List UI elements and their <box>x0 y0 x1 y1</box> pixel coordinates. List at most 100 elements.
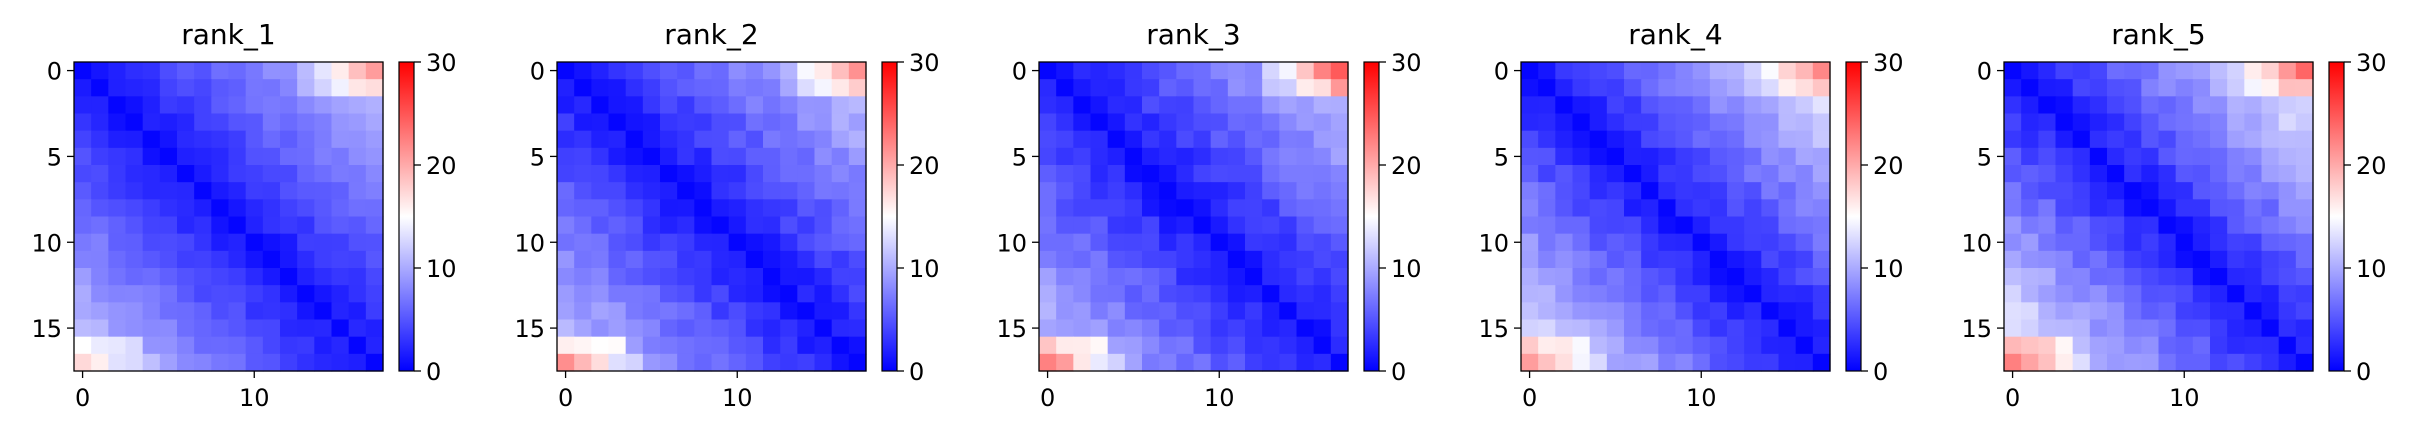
heatmap-cell <box>1073 113 1092 132</box>
heatmap-cell <box>1124 130 1143 149</box>
heatmap-cell <box>1538 233 1556 252</box>
heatmap-cell <box>1176 147 1195 166</box>
heatmap-cell <box>848 233 867 252</box>
heatmap-cell <box>2004 302 2022 321</box>
heatmap-cell <box>2175 199 2194 218</box>
heatmap-cell <box>694 130 713 149</box>
heatmap-cell <box>1313 113 1332 132</box>
heatmap-cell <box>1056 79 1074 97</box>
heatmap-cell <box>1692 113 1711 132</box>
heatmap-cell <box>2072 147 2091 166</box>
heatmap-cell <box>763 216 781 235</box>
colorbar-tick-label: 30 <box>2356 49 2387 77</box>
heatmap-cell <box>314 268 333 286</box>
x-tick-label: 10 <box>1686 384 1717 412</box>
heatmap-cell <box>2210 62 2228 80</box>
heatmap-cell <box>211 130 230 149</box>
heatmap-cell <box>211 336 230 355</box>
heatmap-cell <box>831 233 850 252</box>
heatmap-cell <box>2107 130 2125 149</box>
heatmap-cell <box>608 79 627 97</box>
heatmap-cell <box>1572 319 1591 338</box>
heatmap-cell <box>1761 182 1780 200</box>
heatmap-cell <box>1227 268 1246 286</box>
heatmap-cell <box>1778 165 1797 183</box>
heatmap-cell <box>1778 302 1797 321</box>
heatmap-cell <box>211 353 230 372</box>
heatmap-cell <box>1330 79 1349 97</box>
heatmap-cell <box>245 319 264 338</box>
colorbar-tick-label: 20 <box>1873 152 1904 180</box>
heatmap-cell <box>1056 268 1074 286</box>
heatmap-cell <box>1812 285 1831 303</box>
heatmap-cell <box>1107 96 1126 115</box>
heatmap-cell <box>125 268 144 286</box>
heatmap-cell <box>1227 250 1246 269</box>
heatmap-cell <box>245 79 264 97</box>
heatmap-cell <box>2072 199 2091 218</box>
heatmap-cell <box>2192 96 2211 115</box>
heatmap-cell <box>2227 147 2245 166</box>
heatmap-cell <box>2175 79 2194 97</box>
heatmap-cell <box>108 216 127 235</box>
heatmap-cell <box>2055 113 2074 132</box>
heatmap-cell <box>1624 96 1642 115</box>
heatmap-cell <box>745 302 764 321</box>
heatmap-cell <box>591 285 610 303</box>
heatmap-cell <box>1658 216 1677 235</box>
heatmap-cell <box>2244 233 2263 252</box>
heatmap-cell <box>1692 216 1711 235</box>
heatmap-cell <box>2072 319 2091 338</box>
heatmap-cell <box>1744 62 1762 80</box>
heatmap-cell <box>1210 302 1229 321</box>
heatmap-cell <box>797 147 816 166</box>
heatmap-cell <box>1538 130 1556 149</box>
heatmap-cell <box>1227 62 1246 80</box>
heatmap-cell <box>2089 113 2108 132</box>
heatmap-cell <box>2141 165 2160 183</box>
colorbar-tick-label: 0 <box>1873 358 1888 386</box>
heatmap-cell <box>314 182 333 200</box>
heatmap-cell <box>2089 165 2108 183</box>
heatmap-cell <box>1675 353 1694 372</box>
heatmap-cell <box>1279 268 1298 286</box>
heatmap-cell <box>2244 353 2263 372</box>
heatmap-cell <box>1056 336 1074 355</box>
heatmap-cell <box>2175 336 2194 355</box>
heatmap-cell <box>1692 62 1711 80</box>
heatmap-cell <box>1279 353 1298 372</box>
heatmap-cell <box>1159 79 1177 97</box>
heatmap-cell <box>728 268 747 286</box>
heatmap-cell <box>557 302 575 321</box>
heatmap-cell <box>2055 165 2074 183</box>
heatmap-cell <box>2227 268 2245 286</box>
heatmap-cell <box>745 268 764 286</box>
heatmap-cell <box>1744 353 1762 372</box>
heatmap-cell <box>1056 130 1074 149</box>
heatmap-cell <box>2278 96 2297 115</box>
heatmap-cell <box>1709 250 1728 269</box>
heatmap-cell <box>2210 216 2228 235</box>
heatmap-cell <box>1090 96 1109 115</box>
heatmap-cell <box>1589 302 1608 321</box>
heatmap-cell <box>2124 182 2142 200</box>
heatmap-cell <box>1709 353 1728 372</box>
heatmap-cell <box>1279 165 1298 183</box>
heatmap-cell <box>1193 96 1212 115</box>
heatmap-cell <box>763 62 781 80</box>
heatmap-cell <box>1606 336 1625 355</box>
heatmap-cell <box>797 62 816 80</box>
heatmap-cell <box>831 113 850 132</box>
heatmap-cell <box>142 79 161 97</box>
heatmap-cell <box>797 336 816 355</box>
heatmap-cell <box>608 353 627 372</box>
heatmap-cell <box>2227 79 2245 97</box>
heatmap-cell <box>228 96 247 115</box>
heatmap-cell <box>2004 96 2022 115</box>
heatmap-cell <box>365 233 384 252</box>
heatmap-cell <box>125 96 144 115</box>
heatmap-cell <box>711 79 730 97</box>
heatmap-cell <box>2210 353 2228 372</box>
heatmap-cell <box>1572 147 1591 166</box>
heatmap-cell <box>159 62 178 80</box>
